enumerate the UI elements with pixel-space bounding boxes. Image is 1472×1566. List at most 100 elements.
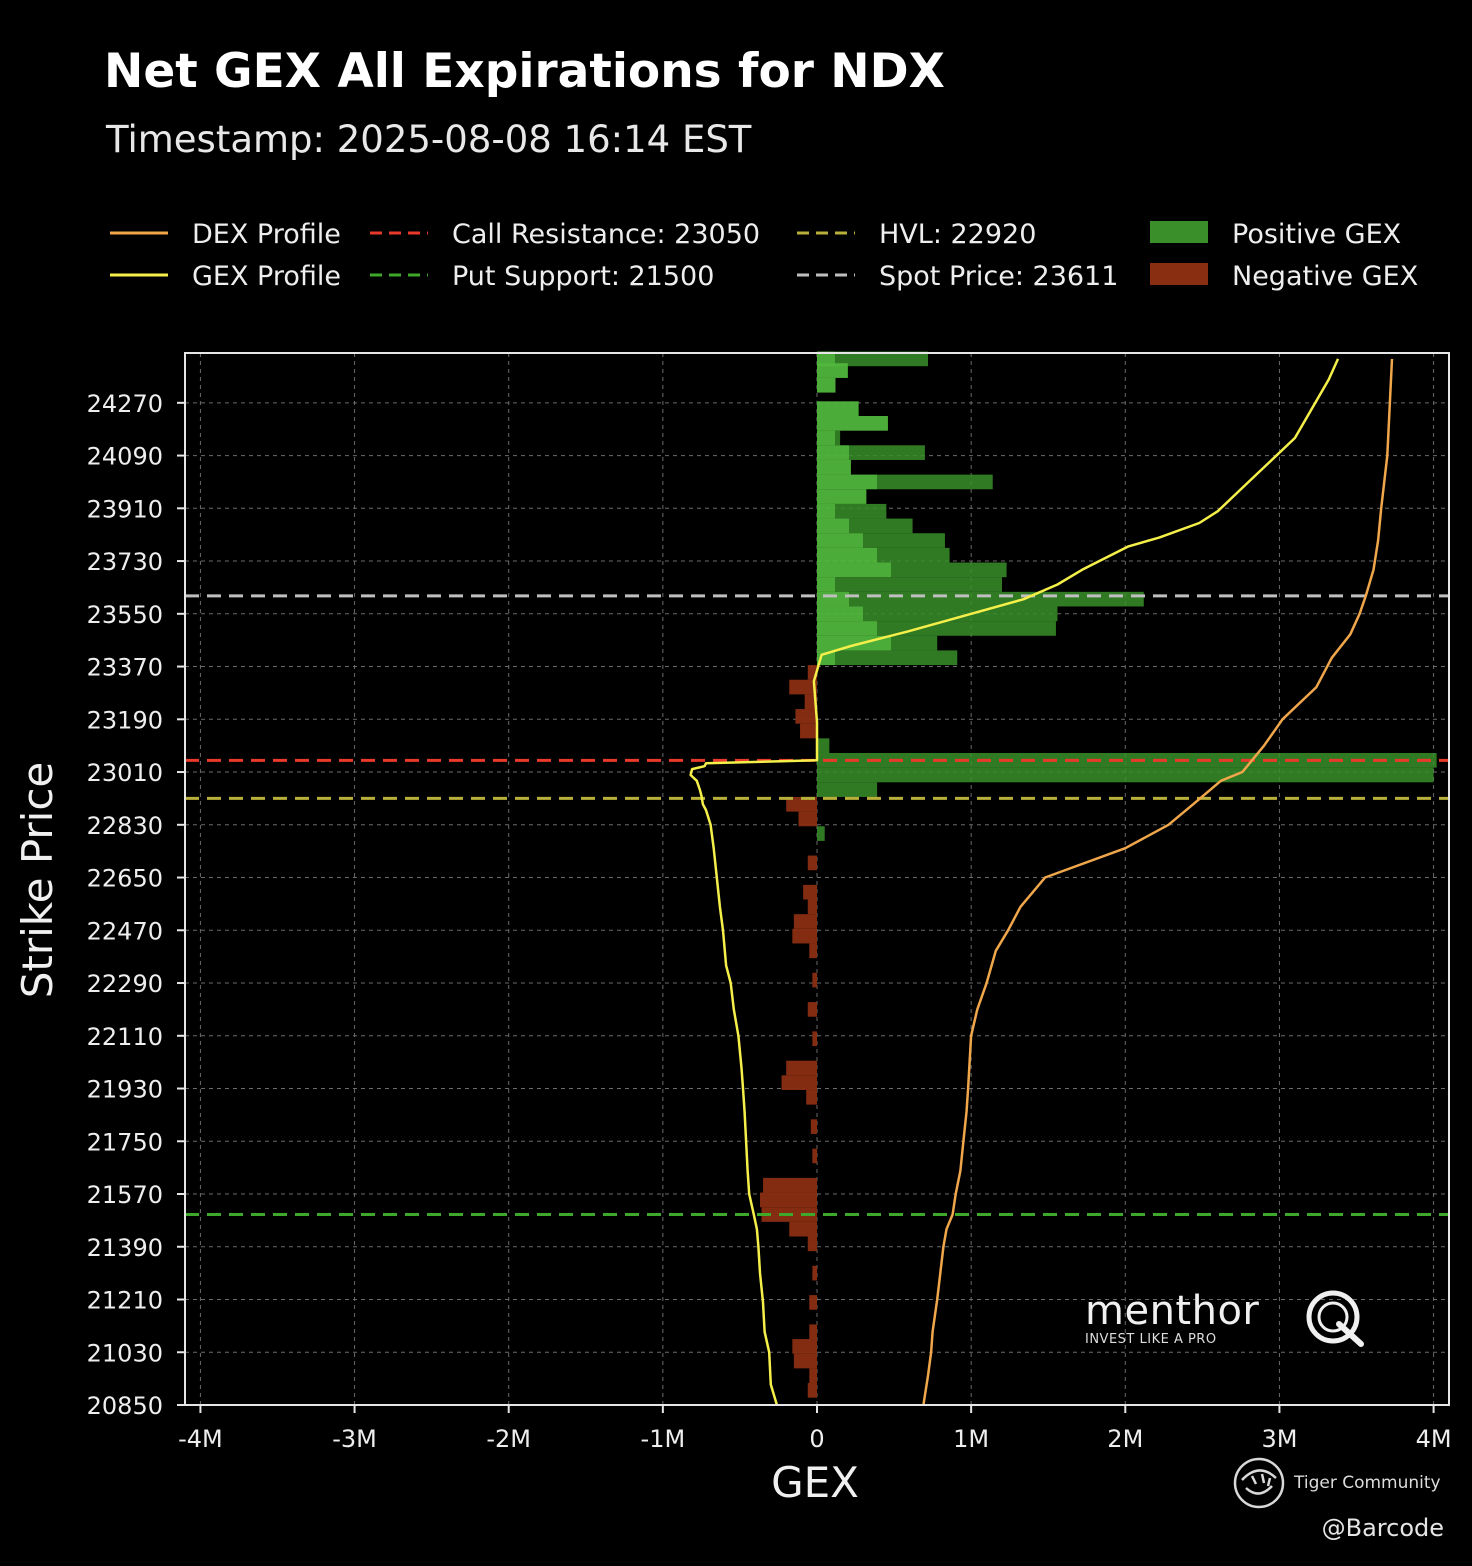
positive-gex-bar: [817, 591, 1144, 607]
legend-label: Put Support: 21500: [452, 261, 714, 292]
y-tick-label: 21570: [87, 1181, 163, 1209]
positive-gex-highlight: [817, 562, 891, 578]
legend-label: DEX Profile: [192, 219, 341, 250]
negative-gex-bar: [789, 1221, 817, 1237]
legend-label: GEX Profile: [192, 261, 341, 292]
positive-gex-highlight: [817, 518, 849, 534]
positive-gex-highlight: [817, 401, 859, 417]
y-tick-label: 22110: [87, 1023, 163, 1051]
x-axis-label: GEX: [771, 1458, 859, 1507]
negative-gex-bar: [812, 972, 817, 988]
positive-gex-bar: [817, 650, 958, 666]
positive-gex-highlight: [817, 445, 849, 460]
x-tick-label: -4M: [178, 1425, 223, 1453]
y-tick-label: 23370: [87, 654, 163, 682]
positive-gex-highlight: [817, 503, 835, 519]
y-tick-label: 23730: [87, 548, 163, 576]
negative-gex-bar: [807, 855, 817, 871]
negative-gex-bar: [793, 914, 817, 929]
negative-gex-bar: [792, 928, 817, 944]
positive-gex-bar: [817, 752, 1437, 768]
negative-gex-bar: [803, 884, 817, 900]
positive-gex-bar: [817, 767, 1434, 783]
negative-gex-bar: [795, 709, 817, 724]
x-tick-label: -1M: [641, 1425, 686, 1453]
negative-gex-bar: [800, 723, 817, 739]
y-axis: 20850 21030 21210 21390 21570 21750 21930 22110…: [87, 390, 185, 1420]
y-tick-label: 21210: [87, 1287, 163, 1315]
y-tick-label: 21750: [87, 1128, 163, 1156]
positive-gex-highlight: [817, 363, 848, 378]
negative-gex-bar: [812, 1265, 817, 1281]
positive-gex-bar: [817, 782, 878, 797]
x-tick-label: -2M: [486, 1425, 531, 1453]
chart-title: Net GEX All Expirations for NDX: [104, 44, 945, 99]
positive-gex-highlight: [817, 606, 863, 622]
gex-profile-line: [689, 358, 1340, 1406]
negative-gex-bar: [809, 1295, 817, 1310]
negative-gex-bar: [792, 1339, 817, 1354]
y-tick-label: 20850: [87, 1392, 163, 1420]
positive-gex-highlight: [817, 621, 877, 636]
positive-gex-bar: [817, 738, 830, 753]
negative-gex-bar: [789, 679, 817, 695]
positive-gex-highlight: [817, 577, 835, 592]
negative-gex-bar: [786, 796, 817, 812]
tiger-community-badge: Tiger Community: [1232, 1456, 1441, 1510]
legend-label: Call Resistance: 23050: [452, 219, 760, 250]
positive-gex-bar: [817, 606, 1058, 622]
positive-gex-highlight: [817, 430, 835, 446]
negative-gex-bar: [786, 1060, 817, 1076]
y-tick-label: 21390: [87, 1234, 163, 1262]
y-tick-label: 23010: [87, 759, 163, 787]
negative-gex-bar: [807, 899, 817, 915]
negative-gex-bar: [806, 1089, 817, 1105]
y-tick-label: 22650: [87, 865, 163, 893]
positive-gex-highlight: [817, 547, 877, 563]
reference-lines: [185, 594, 1449, 1217]
x-axis: -4M -3M -2M -1M 0 1M 2M 3M 4M: [178, 1405, 1452, 1453]
brand-q-icon: [1306, 1290, 1364, 1347]
negative-gex-bar: [812, 1148, 817, 1164]
y-tick-label: 21930: [87, 1076, 163, 1104]
negative-gex-bar: [807, 1002, 817, 1017]
chart-subtitle: Timestamp: 2025-08-08 16:14 EST: [106, 118, 752, 161]
y-tick-label: 22830: [87, 812, 163, 840]
x-tick-label: 3M: [1261, 1425, 1297, 1453]
legend-swatch: [1150, 221, 1208, 243]
positive-gex-highlight: [817, 474, 877, 490]
positive-gex-highlight: [817, 351, 835, 367]
negative-gex-bar: [798, 811, 817, 827]
legend-label: Positive GEX: [1232, 219, 1401, 250]
y-tick-label: 23550: [87, 601, 163, 629]
positive-gex-highlight: [817, 459, 851, 475]
positive-gex-highlight: [817, 533, 863, 548]
brand-tagline: INVEST LIKE A PRO: [1085, 1332, 1217, 1347]
positive-gex-bar: [817, 577, 1002, 592]
negative-gex-bar: [807, 1383, 817, 1398]
negative-gex-bar: [812, 1031, 817, 1047]
positive-gex-bar: [817, 826, 825, 841]
y-axis-label: Strike Price: [13, 762, 62, 999]
x-tick-label: 4M: [1416, 1425, 1452, 1453]
x-tick-label: 0: [809, 1425, 824, 1453]
y-tick-label: 23190: [87, 706, 163, 734]
negative-gex-bar: [807, 1236, 817, 1252]
x-tick-label: -3M: [332, 1425, 377, 1453]
negative-gex-bar: [809, 1324, 817, 1340]
x-tick-label: 2M: [1107, 1425, 1143, 1453]
negative-gex-bar: [793, 1353, 817, 1369]
negative-gex-bar: [810, 1119, 817, 1134]
legend-swatch: [1150, 263, 1208, 285]
y-tick-label: 24270: [87, 390, 163, 418]
negative-gex-bar: [809, 943, 817, 959]
menthorq-logo: menthor INVEST LIKE A PRO: [1085, 1288, 1364, 1347]
dex-profile-line: [922, 358, 1394, 1406]
positive-gex-highlight: [817, 591, 849, 607]
tiger-icon: [1233, 1457, 1285, 1509]
positive-gex-highlight: [817, 416, 888, 431]
y-tick-label: 22470: [87, 917, 163, 945]
gex-bars: [759, 351, 1437, 1398]
positive-gex-highlight: [817, 377, 836, 393]
negative-gex-bar: [781, 1075, 817, 1090]
